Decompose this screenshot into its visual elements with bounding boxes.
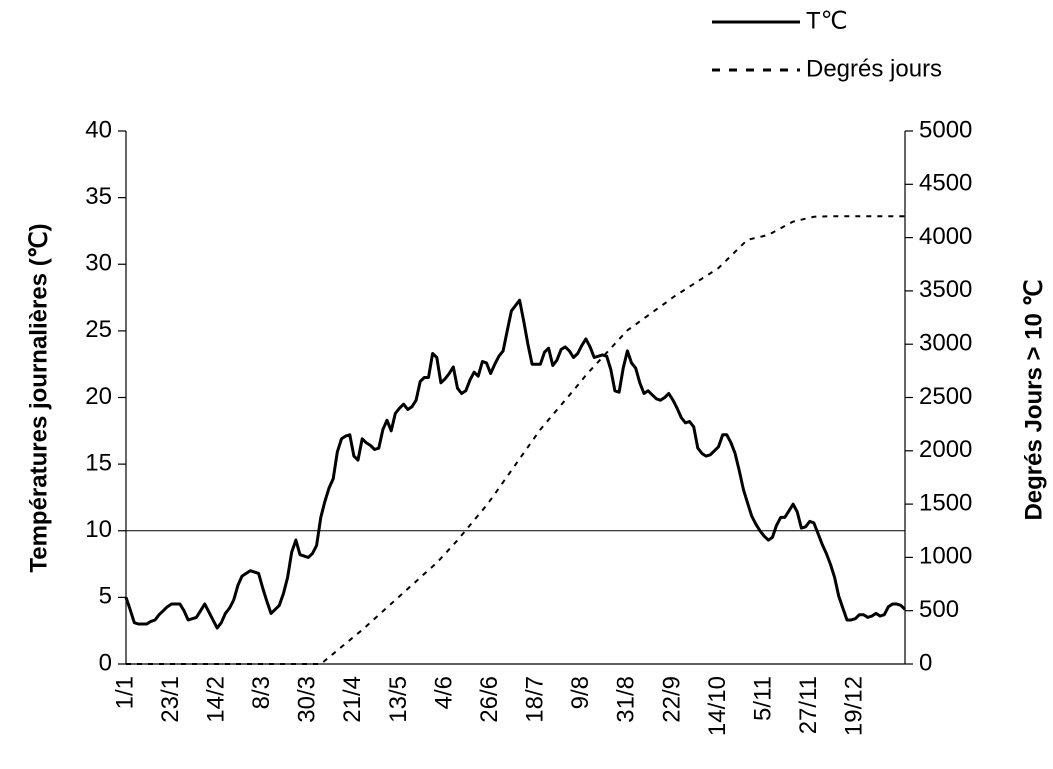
x-tick-label: 14/10 xyxy=(704,676,731,736)
y-tick-label: 35 xyxy=(85,183,112,210)
x-tick-label: 30/3 xyxy=(294,676,321,723)
y2-tick-label: 500 xyxy=(919,596,959,623)
x-tick-label: 23/1 xyxy=(157,676,184,723)
y-tick-label: 30 xyxy=(85,250,112,277)
y-tick-label: 5 xyxy=(99,583,112,610)
y2-tick-label: 0 xyxy=(919,649,932,676)
y2-tick-label: 1500 xyxy=(919,489,972,516)
x-tick-label: 4/6 xyxy=(430,676,457,709)
x-tick-label: 1/1 xyxy=(111,676,138,709)
y2-tick-label: 4500 xyxy=(919,170,972,197)
y2-tick-label: 5000 xyxy=(919,116,972,143)
y-tick-label: 20 xyxy=(85,383,112,410)
x-tick-label: 31/8 xyxy=(613,676,640,723)
y2-tick-label: 3500 xyxy=(919,276,972,303)
x-tick-label: 22/9 xyxy=(658,676,685,723)
x-tick-label: 5/11 xyxy=(749,676,776,721)
x-tick-label: 8/3 xyxy=(248,676,275,709)
y-tick-label: 0 xyxy=(99,649,112,676)
y-axis-label: Températures journalières (℃) xyxy=(25,223,52,572)
y2-tick-label: 2000 xyxy=(919,436,972,463)
x-tick-label: 21/4 xyxy=(339,676,366,723)
series-line xyxy=(124,298,907,630)
y2-tick-label: 3000 xyxy=(919,330,972,357)
x-tick-label: 13/5 xyxy=(385,676,412,723)
x-tick-label: 19/12 xyxy=(841,676,868,736)
y-tick-label: 10 xyxy=(85,516,112,543)
y2-tick-label: 4000 xyxy=(919,223,972,250)
x-tick-label: 14/2 xyxy=(203,676,230,723)
x-tick-label: 26/6 xyxy=(476,676,503,723)
y2-tick-label: 1000 xyxy=(919,543,972,570)
legend-label: T℃ xyxy=(806,7,848,34)
y2-axis-label: Degrés Jours > 10 ℃ xyxy=(1020,279,1047,520)
y-tick-label: 15 xyxy=(85,449,112,476)
x-tick-label: 9/8 xyxy=(567,676,594,709)
x-tick-label: 18/7 xyxy=(522,676,549,723)
y-tick-label: 25 xyxy=(85,316,112,343)
y-tick-label: 40 xyxy=(85,116,112,143)
y2-tick-label: 2500 xyxy=(919,383,972,410)
legend-label: Degrés jours xyxy=(806,55,942,82)
series-line xyxy=(126,215,905,665)
x-tick-label: 27/11 xyxy=(795,676,822,734)
